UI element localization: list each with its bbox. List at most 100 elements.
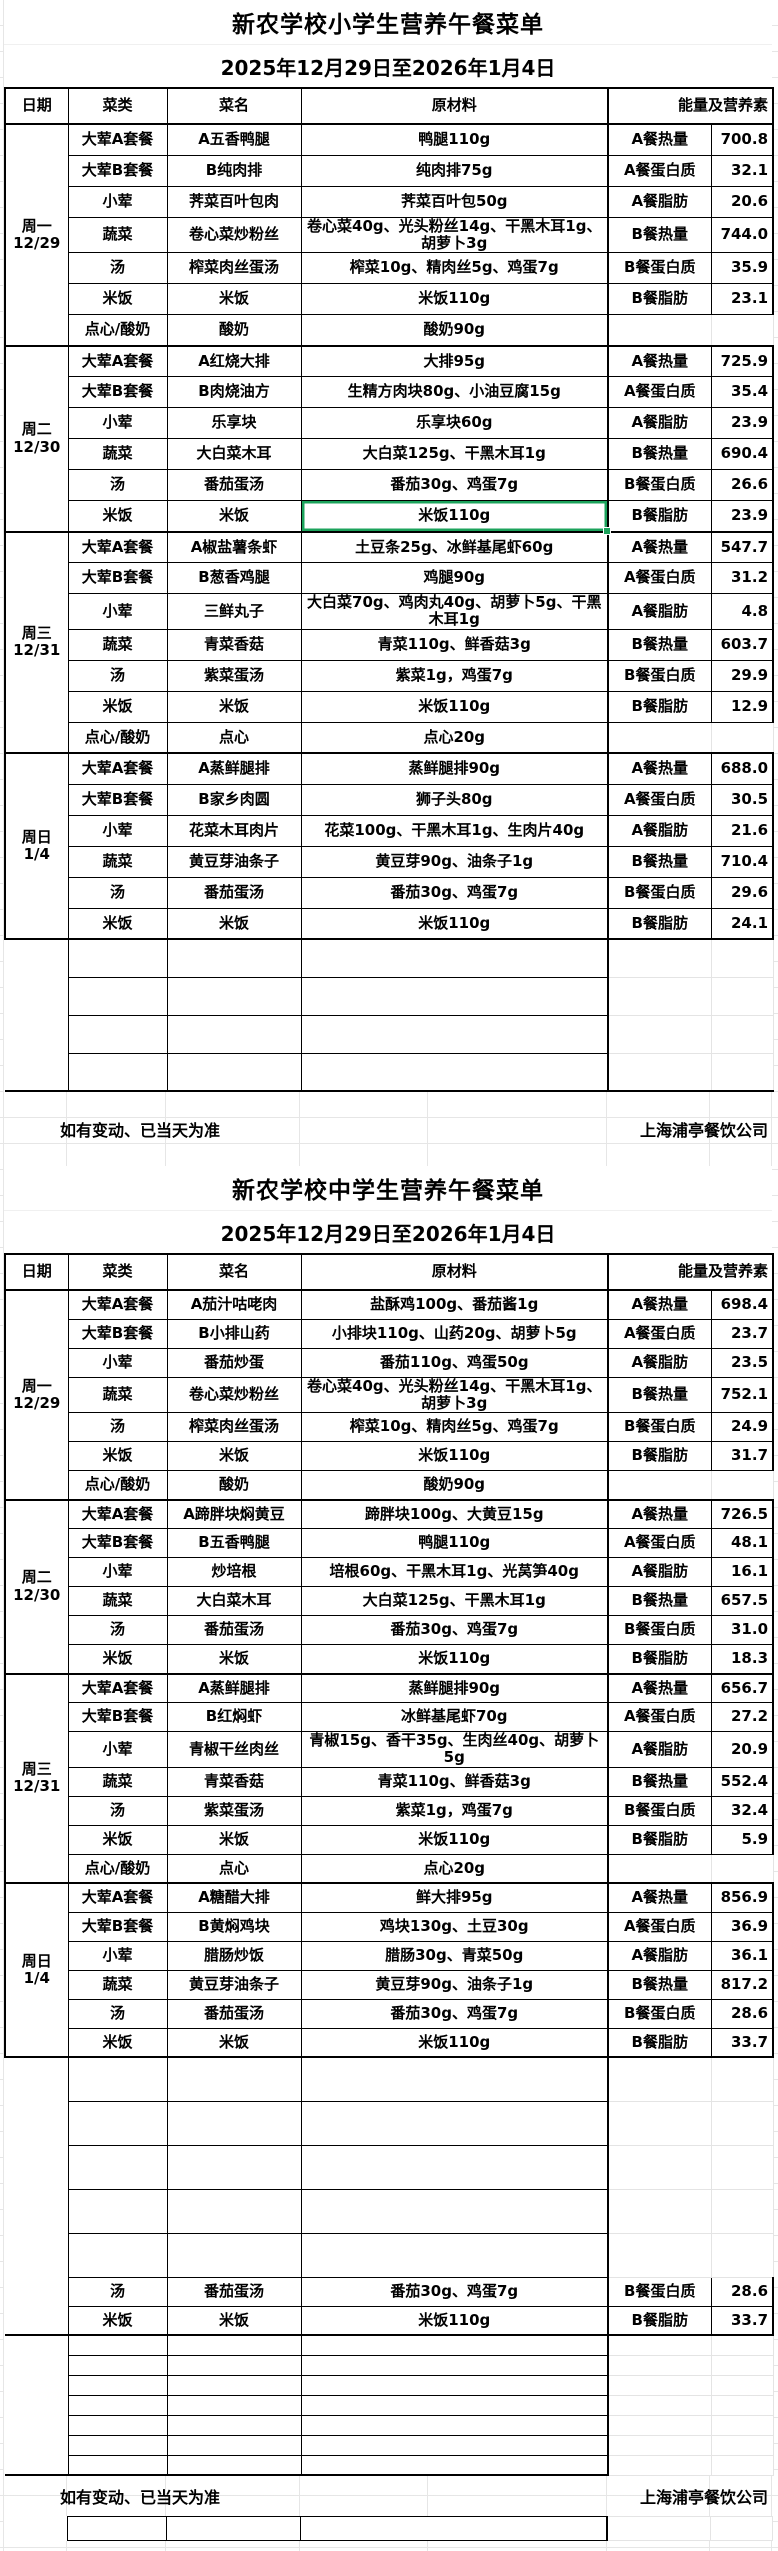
nutrient-value-cell[interactable]: 31.0 (710, 1615, 775, 1645)
nutrient-label-cell[interactable]: B餐蛋白质 (607, 252, 712, 284)
empty-cell[interactable] (300, 1014, 609, 1054)
empty-cell[interactable] (166, 938, 302, 978)
nutrient-value-cell[interactable]: 32.1 (710, 154, 775, 187)
empty-cell[interactable] (710, 2454, 774, 2476)
empty-day-cell[interactable] (5, 2375, 68, 2395)
dish-cell[interactable]: A五香鸭腿 (166, 123, 302, 156)
nutrient-value-cell[interactable]: 18.3 (710, 1644, 775, 1674)
nutrient-label-cell[interactable]: B餐热量 (607, 438, 712, 470)
category-cell[interactable]: 米饭 (67, 907, 168, 940)
category-cell[interactable]: 米饭 (67, 690, 168, 723)
dish-cell[interactable]: B小排山药 (166, 1318, 302, 1349)
nutrient-label-cell[interactable]: B餐热量 (607, 1969, 712, 2000)
nutrient-label-cell[interactable]: B餐热量 (607, 845, 712, 878)
empty-cell[interactable] (607, 2056, 712, 2102)
empty-cell[interactable] (710, 2188, 774, 2234)
empty-cell[interactable] (300, 2374, 609, 2396)
nutrient-value-cell[interactable]: 817.2 (710, 1969, 775, 2000)
category-cell[interactable]: 大荤B套餐 (67, 1318, 168, 1349)
nutrient-value-cell[interactable]: 20.6 (710, 185, 775, 218)
nutrient-value-cell[interactable]: 24.9 (710, 1412, 775, 1442)
dish-cell[interactable]: 米饭 (166, 1644, 302, 1674)
ingredients-cell[interactable]: 鸭腿110g (300, 1528, 609, 1558)
ingredients-cell[interactable]: 大白菜125g、干黑木耳1g (300, 438, 609, 470)
ingredients-cell[interactable]: 番茄30g、鸡蛋7g (300, 2276, 609, 2307)
empty-cell[interactable] (607, 2188, 712, 2234)
category-cell[interactable]: 大荤A套餐 (67, 344, 168, 377)
category-cell[interactable]: 米饭 (67, 1644, 168, 1674)
nutrient-value-cell[interactable]: 27.2 (710, 1702, 775, 1732)
dish-cell[interactable]: B家乡肉圆 (166, 783, 302, 816)
nutrient-label-cell[interactable]: A餐热量 (607, 1672, 712, 1703)
ingredients-cell[interactable]: 米饭110g (300, 283, 609, 315)
ingredients-cell[interactable]: 黄豆芽90g、油条子1g (300, 845, 609, 878)
nutrient-label-cell[interactable] (607, 721, 712, 754)
day-cell[interactable]: 周一 12/29 (4, 123, 69, 346)
category-cell[interactable]: 蔬菜 (67, 1969, 168, 2000)
category-cell[interactable]: 大荤B套餐 (67, 1911, 168, 1942)
ingredients-cell[interactable]: 点心20g (300, 721, 609, 754)
dish-cell[interactable]: 点心 (166, 721, 302, 754)
nutrient-value-cell[interactable]: 33.7 (710, 2027, 775, 2058)
dish-cell[interactable]: 米饭 (166, 690, 302, 723)
day-cell[interactable]: 周日 1/4 (4, 752, 69, 940)
header-date[interactable]: 日期 (4, 87, 69, 125)
dish-cell[interactable]: A蒸鲜腿排 (166, 1672, 302, 1703)
dish-cell[interactable]: B五香鸭腿 (166, 1528, 302, 1558)
category-cell[interactable]: 米饭 (67, 283, 168, 315)
empty-cell[interactable] (166, 2056, 302, 2102)
nutrient-value-cell[interactable] (710, 1853, 774, 1884)
day-cell[interactable]: 周三 12/31 (4, 530, 69, 754)
empty-cell[interactable] (166, 2232, 302, 2278)
dish-cell[interactable]: 青椒干丝肉丝 (166, 1731, 302, 1768)
nutrient-label-cell[interactable]: A餐热量 (607, 1498, 712, 1529)
category-cell[interactable]: 小荤 (67, 593, 168, 630)
dish-cell[interactable]: 大白菜木耳 (166, 1586, 302, 1616)
nutrient-label-cell[interactable]: A餐蛋白质 (607, 1702, 712, 1732)
ingredients-cell[interactable]: 青菜110g、鲜香菇3g (300, 1766, 609, 1797)
empty-cell[interactable] (710, 976, 774, 1016)
ingredients-cell[interactable]: 米饭110g (300, 690, 609, 723)
dish-cell[interactable]: 卷心菜炒粉丝 (166, 1376, 302, 1413)
category-cell[interactable]: 点心/酸奶 (67, 1853, 168, 1884)
ingredients-cell[interactable]: 酸奶90g (300, 314, 609, 346)
empty-cell[interactable] (300, 2334, 609, 2356)
dish-cell[interactable]: 卷心菜炒粉丝 (166, 216, 302, 253)
day-cell-empty[interactable] (5, 2277, 68, 2306)
nutrient-label-cell[interactable]: A餐脂肪 (607, 1347, 712, 1378)
nutrient-value-cell[interactable] (710, 721, 774, 754)
category-cell[interactable]: 米饭 (67, 2027, 168, 2058)
empty-cell[interactable] (166, 976, 302, 1016)
nutrient-label-cell[interactable]: B餐蛋白质 (607, 2276, 712, 2307)
category-cell[interactable]: 小荤 (67, 1731, 168, 1768)
nutrient-label-cell[interactable]: B餐脂肪 (607, 1441, 712, 1471)
ingredients-cell[interactable]: 蹄胖块100g、大黄豆15g (300, 1498, 609, 1529)
empty-cell[interactable] (607, 976, 712, 1016)
ingredients-cell[interactable]: 培根60g、干黑木耳1g、光莴笋40g (300, 1557, 609, 1587)
empty-cell[interactable] (300, 2232, 609, 2278)
category-cell[interactable]: 蔬菜 (67, 1586, 168, 1616)
dish-cell[interactable]: 紫菜蛋汤 (166, 1795, 302, 1826)
nutrient-value-cell[interactable]: 690.4 (710, 438, 775, 470)
nutrient-label-cell[interactable]: A餐蛋白质 (607, 154, 712, 187)
category-cell[interactable]: 大荤A套餐 (67, 1882, 168, 1913)
category-cell[interactable]: 蔬菜 (67, 216, 168, 253)
dish-cell[interactable]: 米饭 (166, 907, 302, 940)
dish-cell[interactable]: 酸奶 (166, 314, 302, 346)
category-cell[interactable]: 小荤 (67, 1557, 168, 1587)
dish-cell[interactable]: B葱香鸡腿 (166, 562, 302, 594)
empty-cell[interactable] (166, 1014, 302, 1054)
nutrient-label-cell[interactable] (607, 1470, 712, 1500)
empty-cell[interactable] (300, 2144, 609, 2190)
nutrient-value-cell[interactable]: 31.7 (710, 1441, 775, 1471)
empty-cell[interactable] (710, 938, 774, 978)
nutrient-label-cell[interactable]: A餐脂肪 (607, 814, 712, 847)
empty-day-cell[interactable] (5, 2455, 68, 2476)
header-dish[interactable]: 菜名 (166, 1253, 302, 1291)
nutrient-value-cell[interactable]: 35.4 (710, 376, 775, 408)
ingredients-cell[interactable]: 鸡块130g、土豆30g (300, 1911, 609, 1942)
day-cell[interactable]: 周二 12/30 (4, 1498, 69, 1674)
empty-cell[interactable] (607, 2232, 712, 2278)
dish-cell[interactable]: A糖醋大排 (166, 1882, 302, 1913)
ingredients-cell[interactable]: 番茄30g、鸡蛋7g (300, 469, 609, 501)
